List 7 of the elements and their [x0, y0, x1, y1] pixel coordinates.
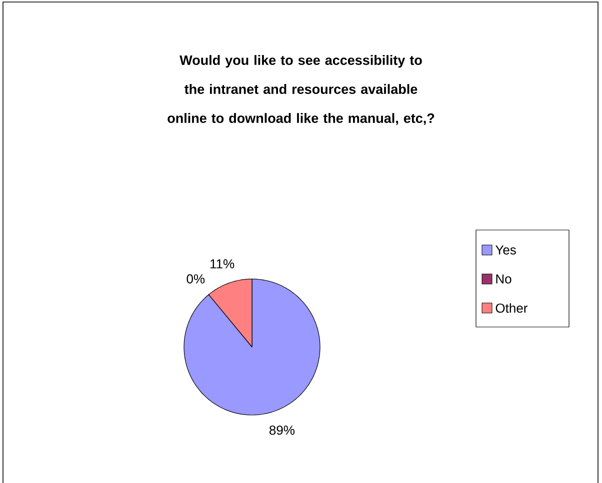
data-label: 11% [210, 259, 234, 268]
legend-label: No [496, 274, 512, 284]
data-label: 89% [270, 426, 294, 435]
chart-title: Would you like to see accessibility to the intranet and resources available online to download like the manual, etc,? [168, 55, 434, 125]
legend-label: Other [496, 303, 528, 313]
text: 0% [186, 274, 205, 284]
legend-label: Yes [495, 245, 516, 255]
